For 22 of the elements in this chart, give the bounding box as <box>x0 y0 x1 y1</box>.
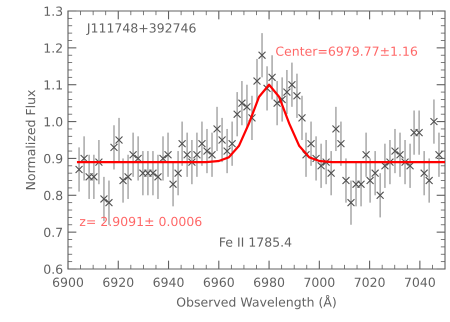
y-tick-label: 0.7 <box>44 228 62 238</box>
annotation: Fe II 1785.4 <box>220 237 292 247</box>
x-axis-title: Observed Wavelength (Å) <box>176 294 336 310</box>
y-tick-label: 1.2 <box>44 43 62 53</box>
x-tick-label: 7020 <box>354 278 385 288</box>
x-tick-label: 7000 <box>304 278 334 288</box>
y-tick-label: 1.1 <box>44 80 62 90</box>
x-tick-label: 7040 <box>404 278 435 288</box>
annotation: J111748+392746 <box>86 23 196 36</box>
x-tick-label: 6900 <box>52 278 84 288</box>
y-tick-label: 0.6 <box>44 264 62 274</box>
x-tick-label: 6980 <box>254 278 284 288</box>
y-axis-title: Normalized Flux <box>26 90 36 190</box>
x-tick-label: 6940 <box>154 278 184 288</box>
line-series <box>76 84 445 164</box>
x-tick-label: 6920 <box>103 278 134 288</box>
y-tick-label: 1.0 <box>44 117 62 126</box>
y-tick-label: 0.8 <box>44 190 62 200</box>
annotation: Center=6979.77±1.16 <box>276 46 418 56</box>
y-tick-label: 1.3 <box>44 6 62 16</box>
x-tick-label: 6960 <box>204 278 234 288</box>
y-tick-label: 0.9 <box>44 154 62 164</box>
